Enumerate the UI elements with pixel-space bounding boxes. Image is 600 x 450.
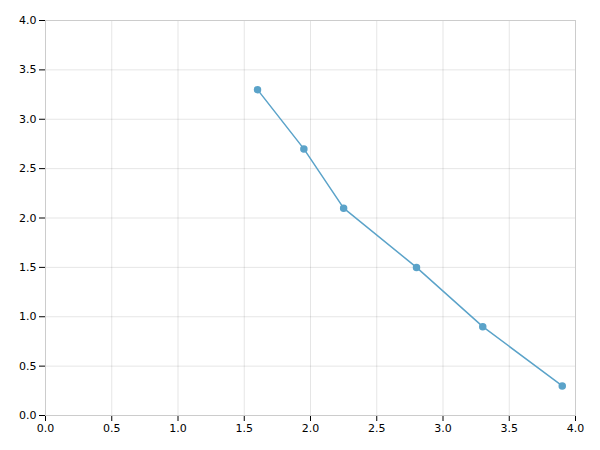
svg-text:3.5: 3.5 [501, 422, 519, 435]
svg-text:2.0: 2.0 [19, 212, 37, 225]
svg-text:0.5: 0.5 [19, 360, 37, 373]
svg-text:0.0: 0.0 [37, 422, 55, 435]
svg-text:2.5: 2.5 [19, 162, 37, 175]
svg-text:1.5: 1.5 [236, 422, 254, 435]
svg-text:2.5: 2.5 [368, 422, 386, 435]
svg-text:1.0: 1.0 [19, 310, 37, 323]
svg-text:2.0: 2.0 [302, 422, 320, 435]
svg-text:4.0: 4.0 [567, 422, 585, 435]
svg-text:0.5: 0.5 [103, 422, 121, 435]
svg-text:3.5: 3.5 [19, 63, 37, 76]
svg-text:4.0: 4.0 [19, 14, 37, 27]
svg-text:1.5: 1.5 [19, 261, 37, 274]
svg-text:1.0: 1.0 [169, 422, 187, 435]
svg-text:0.0: 0.0 [19, 409, 37, 422]
svg-text:3.0: 3.0 [434, 422, 452, 435]
svg-text:3.0: 3.0 [19, 113, 37, 126]
